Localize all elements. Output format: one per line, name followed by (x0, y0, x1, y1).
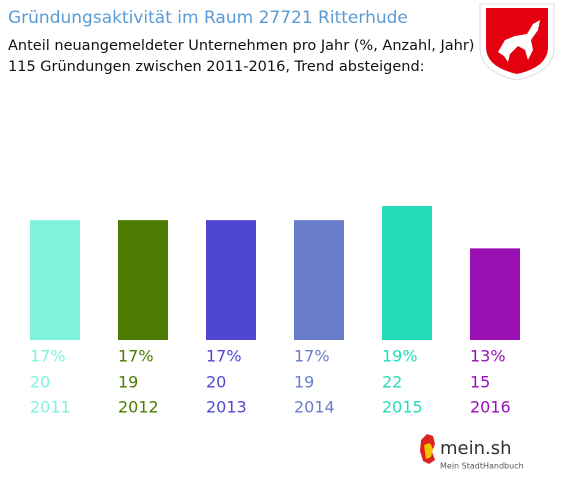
value-label: 17% (294, 347, 330, 366)
value-label: 17% (118, 347, 154, 366)
coat-of-arms (479, 3, 555, 81)
logo-name: mein.sh (440, 438, 512, 459)
chart-title: Gründungsaktivität im Raum 27721 Ritterh… (8, 8, 408, 28)
bar (206, 220, 256, 340)
x-tick-label: 2016 (470, 398, 511, 417)
count-label: 19 (294, 373, 314, 392)
x-tick-label: 2014 (294, 398, 335, 417)
count-label: 20 (30, 373, 50, 392)
value-label: 17% (206, 347, 242, 366)
bar (382, 206, 432, 340)
bar (30, 220, 80, 340)
count-label: 22 (382, 373, 402, 392)
value-label: 17% (30, 347, 66, 366)
chart-subtitle: 115 Gründungen zwischen 2011-2016, Trend… (8, 59, 425, 75)
count-label: 20 (206, 373, 226, 392)
count-label: 15 (470, 373, 490, 392)
bar (294, 220, 344, 340)
x-tick-label: 2013 (206, 398, 247, 417)
value-label: 19% (382, 347, 418, 366)
count-label: 19 (118, 373, 138, 392)
x-tick-label: 2012 (118, 398, 159, 417)
logo-tagline: Mein StadtHandbuch (440, 462, 524, 471)
x-tick-label: 2015 (382, 398, 423, 417)
chart-subtitle: Anteil neuangemeldeter Unternehmen pro J… (8, 38, 474, 54)
x-tick-label: 2011 (30, 398, 71, 417)
logo: mein.sh Mein StadtHandbuch (420, 434, 524, 471)
bar (118, 220, 168, 340)
bar (470, 248, 520, 340)
value-label: 13% (470, 347, 506, 366)
